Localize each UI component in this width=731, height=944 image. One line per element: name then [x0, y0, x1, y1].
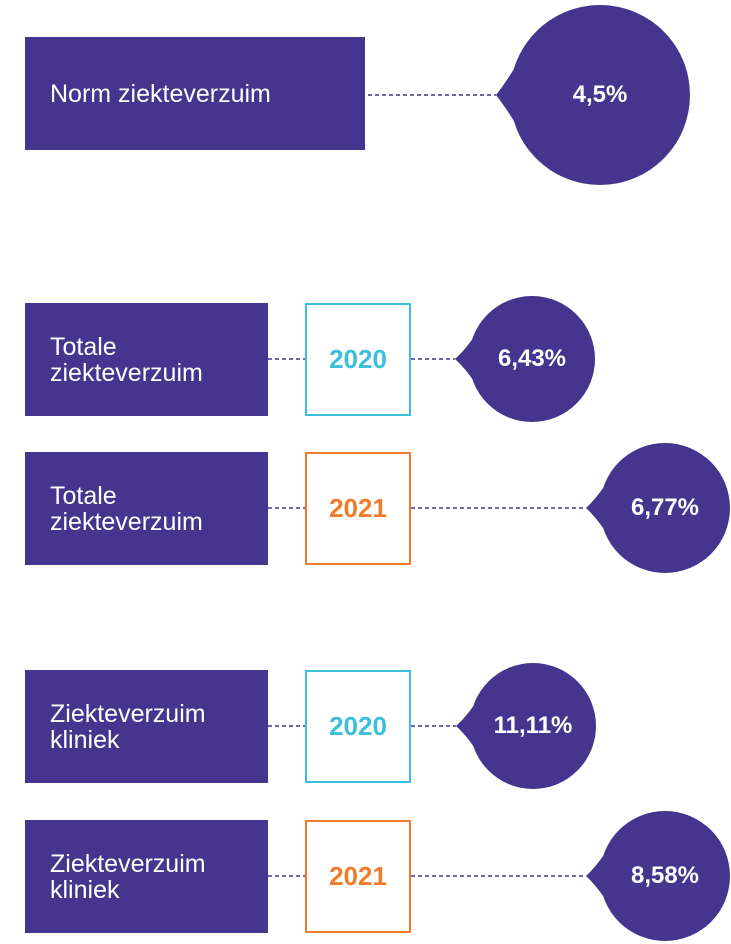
bubble [470, 663, 596, 789]
bubble [600, 443, 730, 573]
bubble [510, 5, 690, 185]
year-box: 2020 [305, 303, 411, 416]
year-box: 2020 [305, 670, 411, 783]
bubble-value: 6,77% [630, 494, 700, 521]
bubble [469, 296, 595, 422]
label-box: Totale ziekteverzuim [25, 303, 268, 416]
year-box: 2021 [305, 820, 411, 933]
label-box: Norm ziekteverzuim [25, 37, 365, 150]
label-box: Ziekteverzuim kliniek [25, 670, 268, 783]
bubble-value: 6,43% [497, 345, 567, 372]
label-box: Totale ziekteverzuim [25, 452, 268, 565]
bubble-value: 11,11% [493, 712, 573, 739]
bubble-value: 4,5% [572, 81, 628, 108]
year-box: 2021 [305, 452, 411, 565]
bubble-value: 8,58% [630, 862, 700, 889]
label-box: Ziekteverzuim kliniek [25, 820, 268, 933]
bubble [600, 811, 730, 941]
